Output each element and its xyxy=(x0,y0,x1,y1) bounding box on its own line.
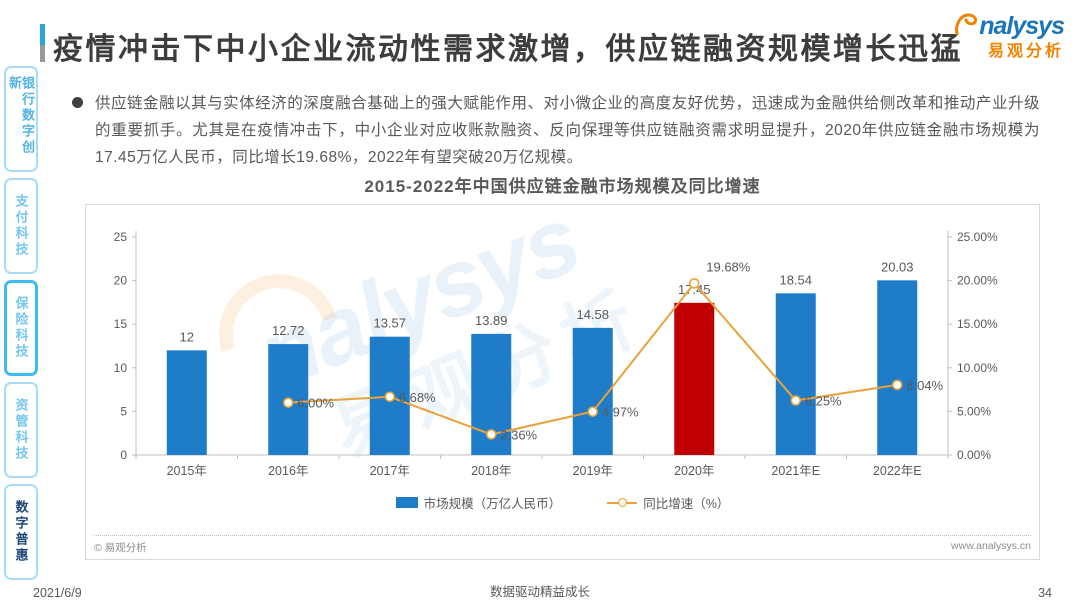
left-axis-tick: 15 xyxy=(114,317,128,331)
line-value-label: 8.04% xyxy=(906,378,943,393)
bar-value-label: 14.58 xyxy=(576,307,609,322)
x-axis-label: 2016年 xyxy=(268,464,308,478)
right-axis-tick: 15.00% xyxy=(957,317,998,331)
chart-title: 2015-2022年中国供应链金融市场规模及同比增速 xyxy=(364,177,761,196)
line-value-label: 6.00% xyxy=(297,396,334,411)
right-axis-tick: 10.00% xyxy=(957,361,998,375)
line-marker xyxy=(587,406,599,417)
chart-svg: 0 5 10 15 20 25 0.00% 5.00% 10.00% 15.00% 20.00% 25… xyxy=(114,230,998,478)
right-axis-tick: 0.00% xyxy=(957,448,991,462)
left-axis-tick: 0 xyxy=(120,448,127,462)
bar-value-label: 12 xyxy=(180,329,194,344)
line-marker xyxy=(485,429,497,440)
sidebar-item-bank-digital-innovation[interactable]: 银行数字创新 xyxy=(4,66,38,172)
header: 疫情冲击下中小企业流动性需求激增，供应链融资规模增长迅猛 xyxy=(40,24,963,68)
left-axis-tick: 10 xyxy=(114,361,128,375)
line-marker xyxy=(790,395,802,406)
sidebar-item-payment-tech[interactable]: 支付科技 xyxy=(4,178,38,274)
bar-value-label: 20.03 xyxy=(881,259,914,274)
sidebar: 银行数字创新 支付科技 保险科技 资管科技 数字普惠 xyxy=(4,66,42,580)
key-point-text: 供应链金融以其与实体经济的深度融合基础上的强大赋能作用、对小微企业的高度友好优势… xyxy=(95,95,1040,167)
line-value-label: 4.97% xyxy=(602,405,639,420)
line-value-label: 2.36% xyxy=(500,427,537,442)
bar-value-label: 18.54 xyxy=(779,272,812,287)
line-marker xyxy=(282,397,294,408)
sidebar-item-digital-inclusion[interactable]: 数字普惠 xyxy=(4,484,38,580)
left-axis-tick: 25 xyxy=(114,230,128,244)
bar xyxy=(166,350,207,455)
line-marker xyxy=(688,278,700,289)
bar xyxy=(877,280,918,455)
left-axis-tick: 5 xyxy=(120,404,127,418)
page-footer: 2021/6/9 数据驱动精益成长 34 xyxy=(0,581,1080,600)
logo-wordmark: nalysys xyxy=(979,12,1065,40)
right-axis-tick: 20.00% xyxy=(957,274,998,288)
legend-item-growth-rate: 同比增速（%） xyxy=(607,493,729,512)
sidebar-item-label: 数字普惠 xyxy=(13,500,29,564)
legend-label: 同比增速（%） xyxy=(643,497,730,511)
legend-label: 市场规模（万亿人民币） xyxy=(423,497,562,511)
bar-value-label: 12.72 xyxy=(272,323,305,338)
logo-chinese-name: 易观分析 xyxy=(987,43,1064,60)
analysys-logo: nalysys 易观分析 xyxy=(953,12,1065,61)
legend-item-market-size: 市场规模（万亿人民币） xyxy=(395,493,562,512)
key-point: 供应链金融以其与实体经济的深度融合基础上的强大赋能作用、对小微企业的高度友好优势… xyxy=(72,90,1040,171)
sidebar-item-label: 保险科技 xyxy=(13,296,29,360)
bar xyxy=(572,327,613,455)
line-value-label: 6.68% xyxy=(399,390,436,405)
page-number: 34 xyxy=(1038,586,1052,600)
right-axis-tick: 5.00% xyxy=(957,404,991,418)
page-title: 疫情冲击下中小企业流动性需求激增，供应链融资规模增长迅猛 xyxy=(53,33,963,66)
x-axis-label: 2021年E xyxy=(771,464,820,478)
bar-series-swatch-icon xyxy=(395,497,418,508)
x-axis-label: 2022年E xyxy=(873,464,922,478)
chart-container: nalysys 易观分析 05101520250.00%5.00%10.00%1… xyxy=(85,187,1040,560)
analysys-logo-arc-icon xyxy=(953,12,979,41)
chart-legend: 市场规模（万亿人民币） 同比增速（%） xyxy=(86,493,1039,512)
sidebar-item-label: 银行数字创新 xyxy=(7,76,35,156)
bullet-icon xyxy=(72,97,83,108)
x-axis-label: 2020年 xyxy=(674,464,714,478)
title-accent-bar xyxy=(40,24,45,62)
sidebar-item-label: 支付科技 xyxy=(13,194,29,258)
chart-copyright: © 易观分析 xyxy=(94,542,147,554)
bar-value-label: 13.89 xyxy=(475,313,508,328)
line-value-label: 6.25% xyxy=(805,394,842,409)
chart-footer: © 易观分析 www.analysys.cn xyxy=(94,535,1031,555)
left-axis-tick: 20 xyxy=(114,274,128,288)
line-marker xyxy=(384,391,396,403)
sidebar-item-insurance-tech[interactable]: 保险科技 xyxy=(4,280,38,376)
line-marker xyxy=(891,379,903,391)
bar xyxy=(775,293,816,455)
right-axis-tick: 25.00% xyxy=(957,230,998,244)
chart-website: www.analysys.cn xyxy=(951,540,1031,552)
x-axis-label: 2018年 xyxy=(471,464,511,478)
x-axis-label: 2015年 xyxy=(167,464,207,478)
x-axis-label: 2017年 xyxy=(370,464,410,478)
sidebar-item-asset-management-tech[interactable]: 资管科技 xyxy=(4,382,38,478)
bar xyxy=(674,302,715,455)
line-value-label: 19.68% xyxy=(706,259,751,274)
x-axis-label: 2019年 xyxy=(573,464,613,478)
footer-slogan: 数据驱动精益成长 xyxy=(489,585,590,599)
bar-value-label: 13.57 xyxy=(373,316,406,331)
line-series-swatch-icon xyxy=(607,498,638,507)
sidebar-item-label: 资管科技 xyxy=(13,398,29,462)
footer-date: 2021/6/9 xyxy=(33,586,82,600)
